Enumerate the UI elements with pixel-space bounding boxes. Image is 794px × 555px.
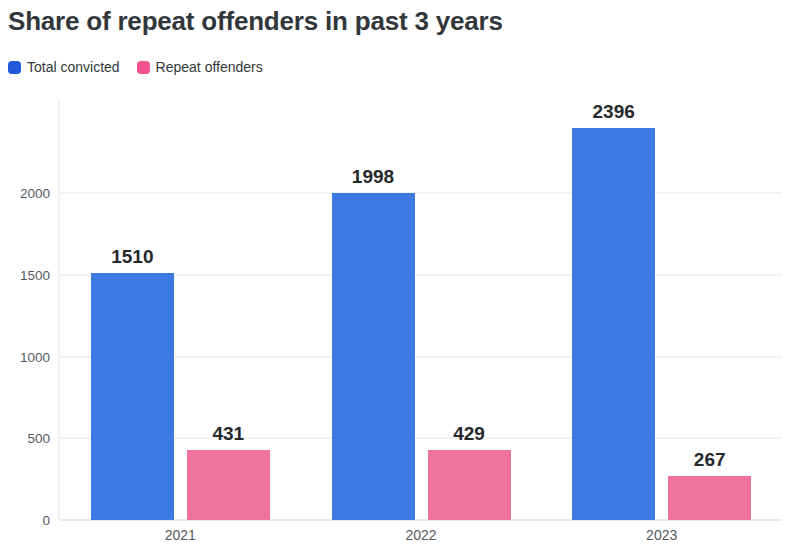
bar-value-label: 2396 (593, 101, 635, 123)
legend-label: Total convicted (27, 59, 120, 75)
chart-legend: Total convicted Repeat offenders (8, 59, 263, 75)
x-axis-labels: 202120222023 (60, 527, 782, 543)
bar-repeat-offenders-2021: 431 (187, 450, 270, 520)
bar-value-label: 429 (453, 423, 485, 445)
bar-group-2021: 1510431 (60, 100, 301, 520)
bar-groups: 151043119984292396267 (60, 100, 782, 520)
y-axis-tick-label: 2000 (20, 186, 50, 201)
y-axis-tick-label: 500 (27, 431, 50, 446)
y-axis-tick-label: 0 (42, 513, 50, 528)
y-axis-tick-label: 1000 (20, 349, 50, 364)
bar-value-label: 1510 (111, 246, 153, 268)
bar-total-convicted-2023: 2396 (572, 128, 655, 520)
bar-repeat-offenders-2023: 267 (668, 476, 751, 520)
bar-total-convicted-2021: 1510 (91, 273, 174, 520)
y-axis-tick-label: 1500 (20, 267, 50, 282)
bar-value-label: 1998 (352, 166, 394, 188)
bar-group-2023: 2396 267 (541, 100, 782, 520)
legend-item-total-convicted: Total convicted (8, 59, 120, 75)
x-axis-label: 2022 (301, 527, 542, 543)
bar-repeat-offenders-2022: 429 (428, 450, 511, 520)
legend-swatch-repeat-offenders-icon (137, 61, 150, 74)
bar-total-convicted-2022: 1998 (332, 193, 415, 520)
x-axis-label: 2021 (60, 527, 301, 543)
bar-group-2022: 1998429 (301, 100, 542, 520)
legend-label: Repeat offenders (156, 59, 263, 75)
bar-value-label: 267 (694, 449, 726, 471)
plot-area: 0500100015002000151043119984292396267202… (58, 100, 782, 520)
chart-title: Share of repeat offenders in past 3 year… (8, 6, 503, 37)
legend-swatch-total-convicted-icon (8, 61, 21, 74)
x-axis-label: 2023 (541, 527, 782, 543)
legend-item-repeat-offenders: Repeat offenders (137, 59, 263, 75)
bar-value-label: 431 (212, 423, 244, 445)
